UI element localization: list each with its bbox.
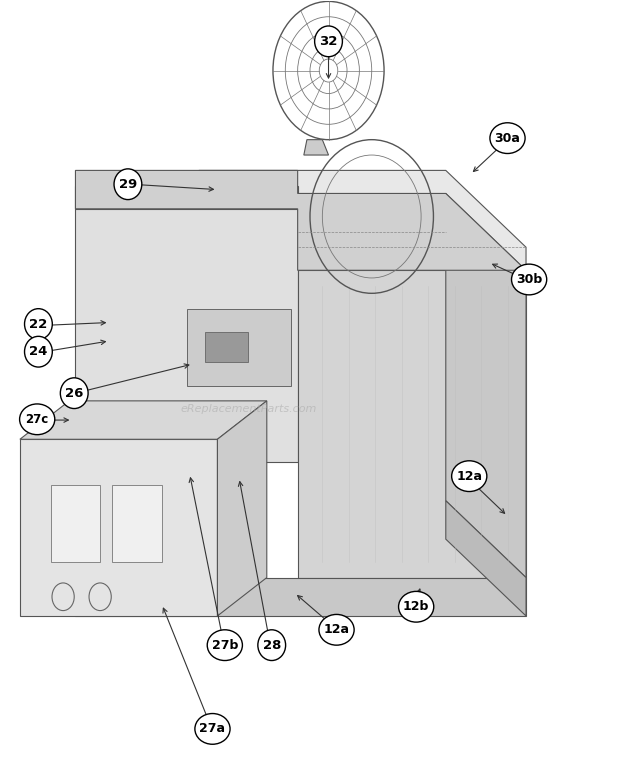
Polygon shape <box>76 209 298 463</box>
Polygon shape <box>304 140 329 155</box>
Ellipse shape <box>319 614 354 645</box>
Ellipse shape <box>60 378 88 409</box>
Polygon shape <box>446 500 526 616</box>
Text: 30a: 30a <box>495 132 520 145</box>
Ellipse shape <box>258 630 286 661</box>
Polygon shape <box>218 401 267 616</box>
Ellipse shape <box>314 26 342 57</box>
Polygon shape <box>205 332 248 362</box>
Ellipse shape <box>451 461 487 492</box>
Ellipse shape <box>25 336 52 367</box>
Text: eReplacementParts.com: eReplacementParts.com <box>180 403 316 413</box>
Polygon shape <box>76 170 526 271</box>
Ellipse shape <box>512 264 547 295</box>
Polygon shape <box>51 486 100 562</box>
Text: 30b: 30b <box>516 273 542 286</box>
Text: 27a: 27a <box>200 722 226 736</box>
Text: 29: 29 <box>119 178 137 190</box>
Ellipse shape <box>25 308 52 339</box>
Text: 27c: 27c <box>25 412 49 426</box>
Ellipse shape <box>195 713 230 744</box>
Text: 32: 32 <box>319 35 338 48</box>
Ellipse shape <box>114 169 142 200</box>
Text: 12a: 12a <box>456 470 482 483</box>
Text: 27b: 27b <box>211 638 238 651</box>
Text: 12b: 12b <box>403 601 429 613</box>
Ellipse shape <box>399 591 434 622</box>
Polygon shape <box>298 271 526 577</box>
Text: 24: 24 <box>29 345 48 359</box>
Text: 22: 22 <box>29 318 48 331</box>
Polygon shape <box>76 577 526 616</box>
Polygon shape <box>199 170 526 271</box>
Ellipse shape <box>20 404 55 435</box>
Ellipse shape <box>490 123 525 153</box>
Text: 26: 26 <box>65 387 84 399</box>
Polygon shape <box>20 401 267 439</box>
Polygon shape <box>76 186 298 209</box>
Polygon shape <box>187 308 291 386</box>
Text: 28: 28 <box>262 638 281 651</box>
Polygon shape <box>20 439 218 616</box>
Text: 12a: 12a <box>324 623 350 636</box>
Polygon shape <box>112 486 162 562</box>
Polygon shape <box>446 194 526 577</box>
Ellipse shape <box>207 630 242 661</box>
